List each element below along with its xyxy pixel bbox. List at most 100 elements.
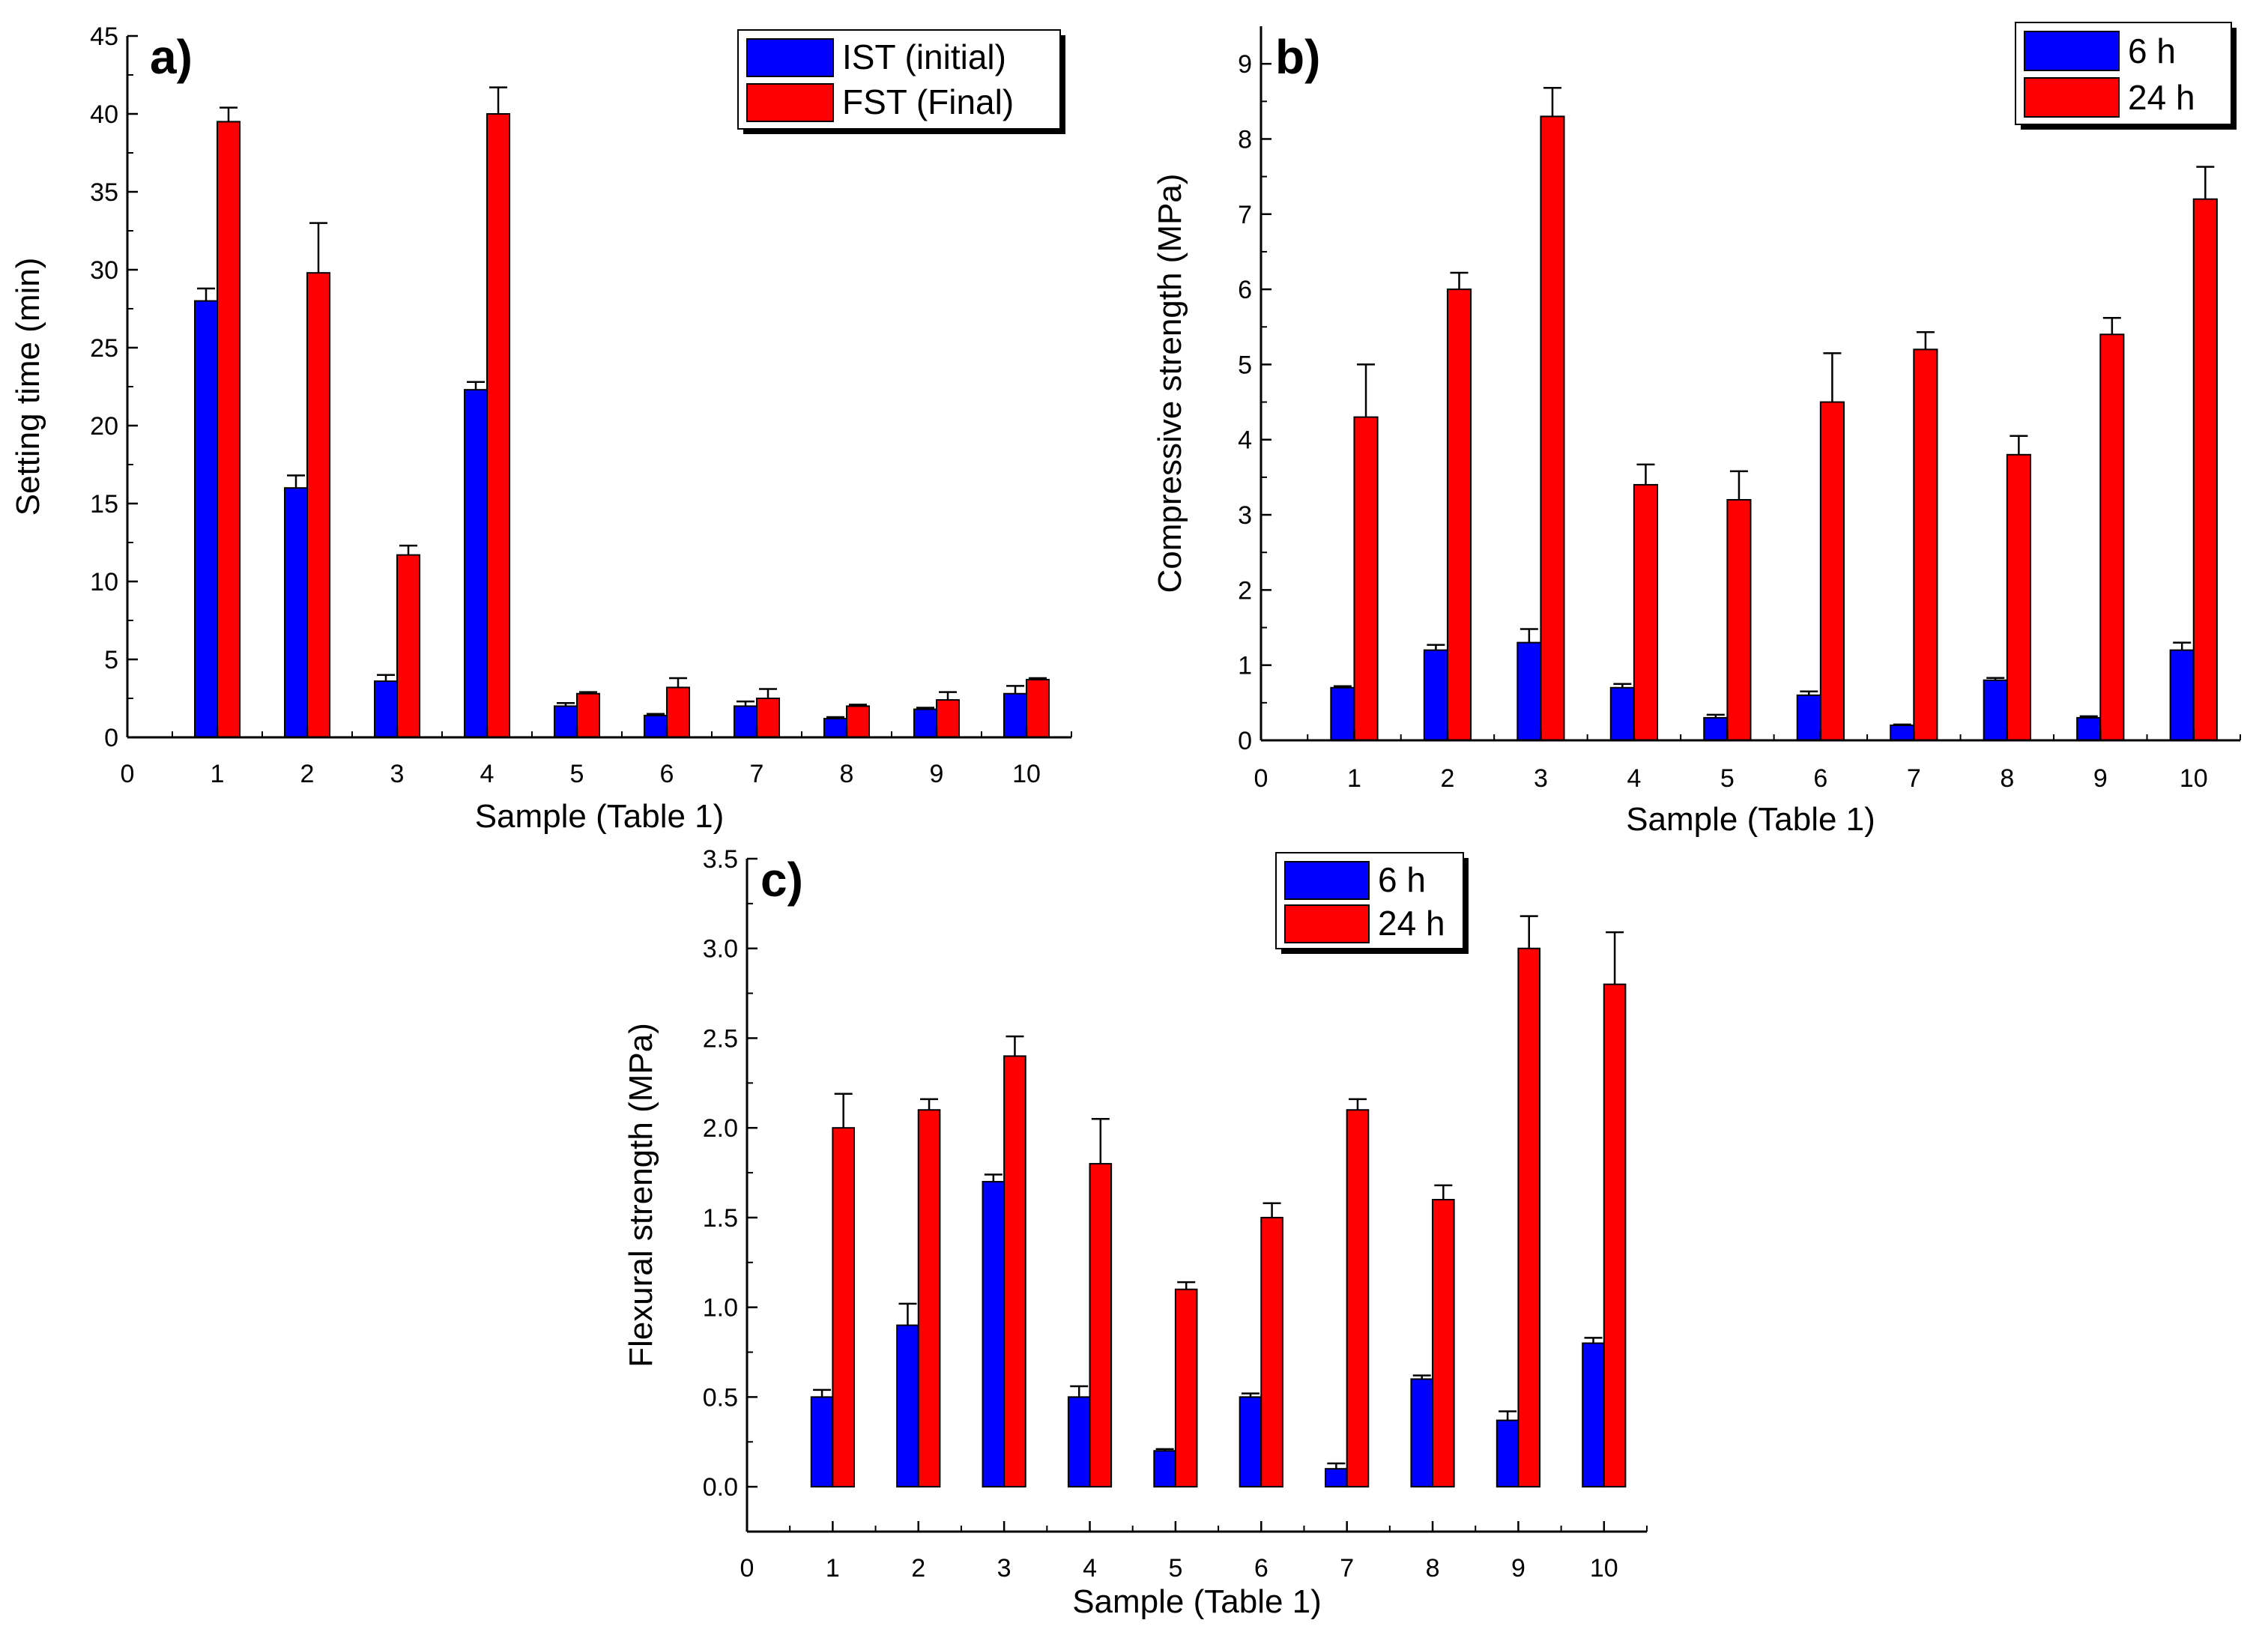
bar (917, 1109, 941, 1488)
bar (374, 680, 398, 738)
bar (1423, 649, 1448, 741)
legend-label: FST (Final) (842, 82, 1014, 121)
bar (306, 272, 330, 739)
bar (2099, 333, 2125, 741)
bar (1603, 983, 1627, 1488)
y-tick-label: 4 (1238, 426, 1252, 455)
bar (1353, 416, 1379, 741)
x-tick-label: 6 (660, 760, 674, 788)
bar (1913, 348, 1938, 741)
y-tick-label: 2 (1238, 576, 1252, 605)
bar (1819, 401, 1845, 741)
y-tick-label: 40 (90, 100, 118, 129)
x-tick-label: 4 (1627, 764, 1641, 793)
x-tick-label: 5 (1720, 764, 1735, 793)
bar (756, 698, 780, 738)
x-tick-label: 6 (1254, 1554, 1268, 1583)
bar (194, 300, 218, 739)
bar (666, 686, 690, 738)
bar (486, 113, 510, 738)
legend-swatch (1284, 861, 1370, 900)
y-tick-label: 6 (1238, 276, 1252, 304)
legend-label: IST (initial) (842, 37, 1006, 76)
legend-label: 24 h (2128, 78, 2195, 117)
bar (823, 718, 847, 738)
x-tick-label: 5 (570, 760, 584, 788)
bar (896, 1324, 919, 1488)
bar (832, 1127, 855, 1488)
y-tick-label: 7 (1238, 201, 1252, 229)
y-tick-label: 2.0 (703, 1114, 738, 1143)
legend-swatch (746, 83, 834, 122)
y-tick-label: 35 (90, 178, 118, 207)
y-tick-label: 20 (90, 412, 118, 441)
x-tick-label: 8 (1426, 1554, 1440, 1583)
y-tick-label: 5 (1238, 351, 1252, 379)
bar (1003, 1055, 1026, 1488)
bar (217, 121, 241, 738)
bar (1067, 1396, 1091, 1488)
x-tick-label: 3 (1534, 764, 1548, 793)
x-tick-label: 5 (1168, 1554, 1182, 1583)
legend-label: 24 h (1378, 904, 1445, 943)
bar (1003, 692, 1027, 739)
legend-label: 6 h (2128, 31, 2176, 70)
bar (1330, 686, 1355, 741)
y-tick-label: 2.5 (703, 1024, 738, 1053)
bar (1153, 1450, 1176, 1488)
x-tick-label: 0 (121, 760, 135, 788)
bar (1983, 679, 2008, 742)
legend-swatch (2024, 77, 2120, 118)
bar (846, 705, 870, 739)
bar (982, 1181, 1006, 1488)
x-tick-label: 7 (1907, 764, 1921, 793)
y-tick-label: 1.5 (703, 1204, 738, 1233)
bar (1325, 1468, 1348, 1488)
panel-label: c) (760, 853, 803, 907)
y-tick-label: 9 (1238, 50, 1252, 79)
bar (1410, 1378, 1434, 1488)
y-tick-label: 45 (90, 22, 118, 51)
y-tick-label: 3.5 (703, 845, 738, 874)
x-axis-title: Sample (Table 1) (475, 798, 725, 835)
bar (810, 1396, 834, 1488)
bar (734, 705, 757, 739)
x-tick-label: 7 (1340, 1554, 1354, 1583)
y-axis-title: Setting time (min) (10, 258, 46, 516)
bar (1582, 1342, 1605, 1488)
x-tick-label: 10 (1012, 760, 1041, 788)
legend-swatch (2024, 31, 2120, 71)
x-tick-label: 1 (1347, 764, 1361, 793)
x-tick-label: 3 (997, 1554, 1011, 1583)
y-axis-title: Compressive strength (MPa) (1152, 174, 1188, 593)
bar (284, 487, 308, 738)
x-tick-label: 0 (740, 1554, 755, 1583)
y-tick-label: 0 (104, 724, 118, 752)
bar (1089, 1163, 1113, 1488)
bar (1026, 679, 1050, 738)
bar (1633, 483, 1659, 741)
x-tick-label: 0 (1254, 764, 1268, 793)
x-tick-label: 4 (480, 760, 495, 788)
y-tick-label: 8 (1238, 125, 1252, 154)
y-tick-label: 15 (90, 490, 118, 519)
bar (1609, 686, 1635, 741)
x-tick-label: 9 (1511, 1554, 1525, 1583)
panel-label: a) (150, 30, 193, 84)
bar (1703, 716, 1729, 742)
bar (1346, 1109, 1370, 1488)
panel-c-flexural-strength: 0.0 0.5 1.0 1.5 2.0 2.5 3.0 3.5 0 1 2 3 4 5 6 7 8 9 10 Samp… (623, 845, 1648, 1620)
x-tick-label: 10 (1590, 1554, 1618, 1583)
bar (2076, 716, 2102, 742)
bar (396, 554, 420, 739)
bar (1496, 1419, 1519, 1488)
bar (1432, 1198, 1455, 1488)
bar (1890, 724, 1915, 741)
y-axis-title: Flexural strength (MPa) (623, 1023, 659, 1367)
x-tick-label: 2 (1440, 764, 1454, 793)
legend-swatch (746, 38, 834, 77)
bar (1260, 1216, 1283, 1488)
y-tick-label: 0.5 (703, 1383, 738, 1412)
y-tick-label: 3 (1238, 501, 1252, 530)
